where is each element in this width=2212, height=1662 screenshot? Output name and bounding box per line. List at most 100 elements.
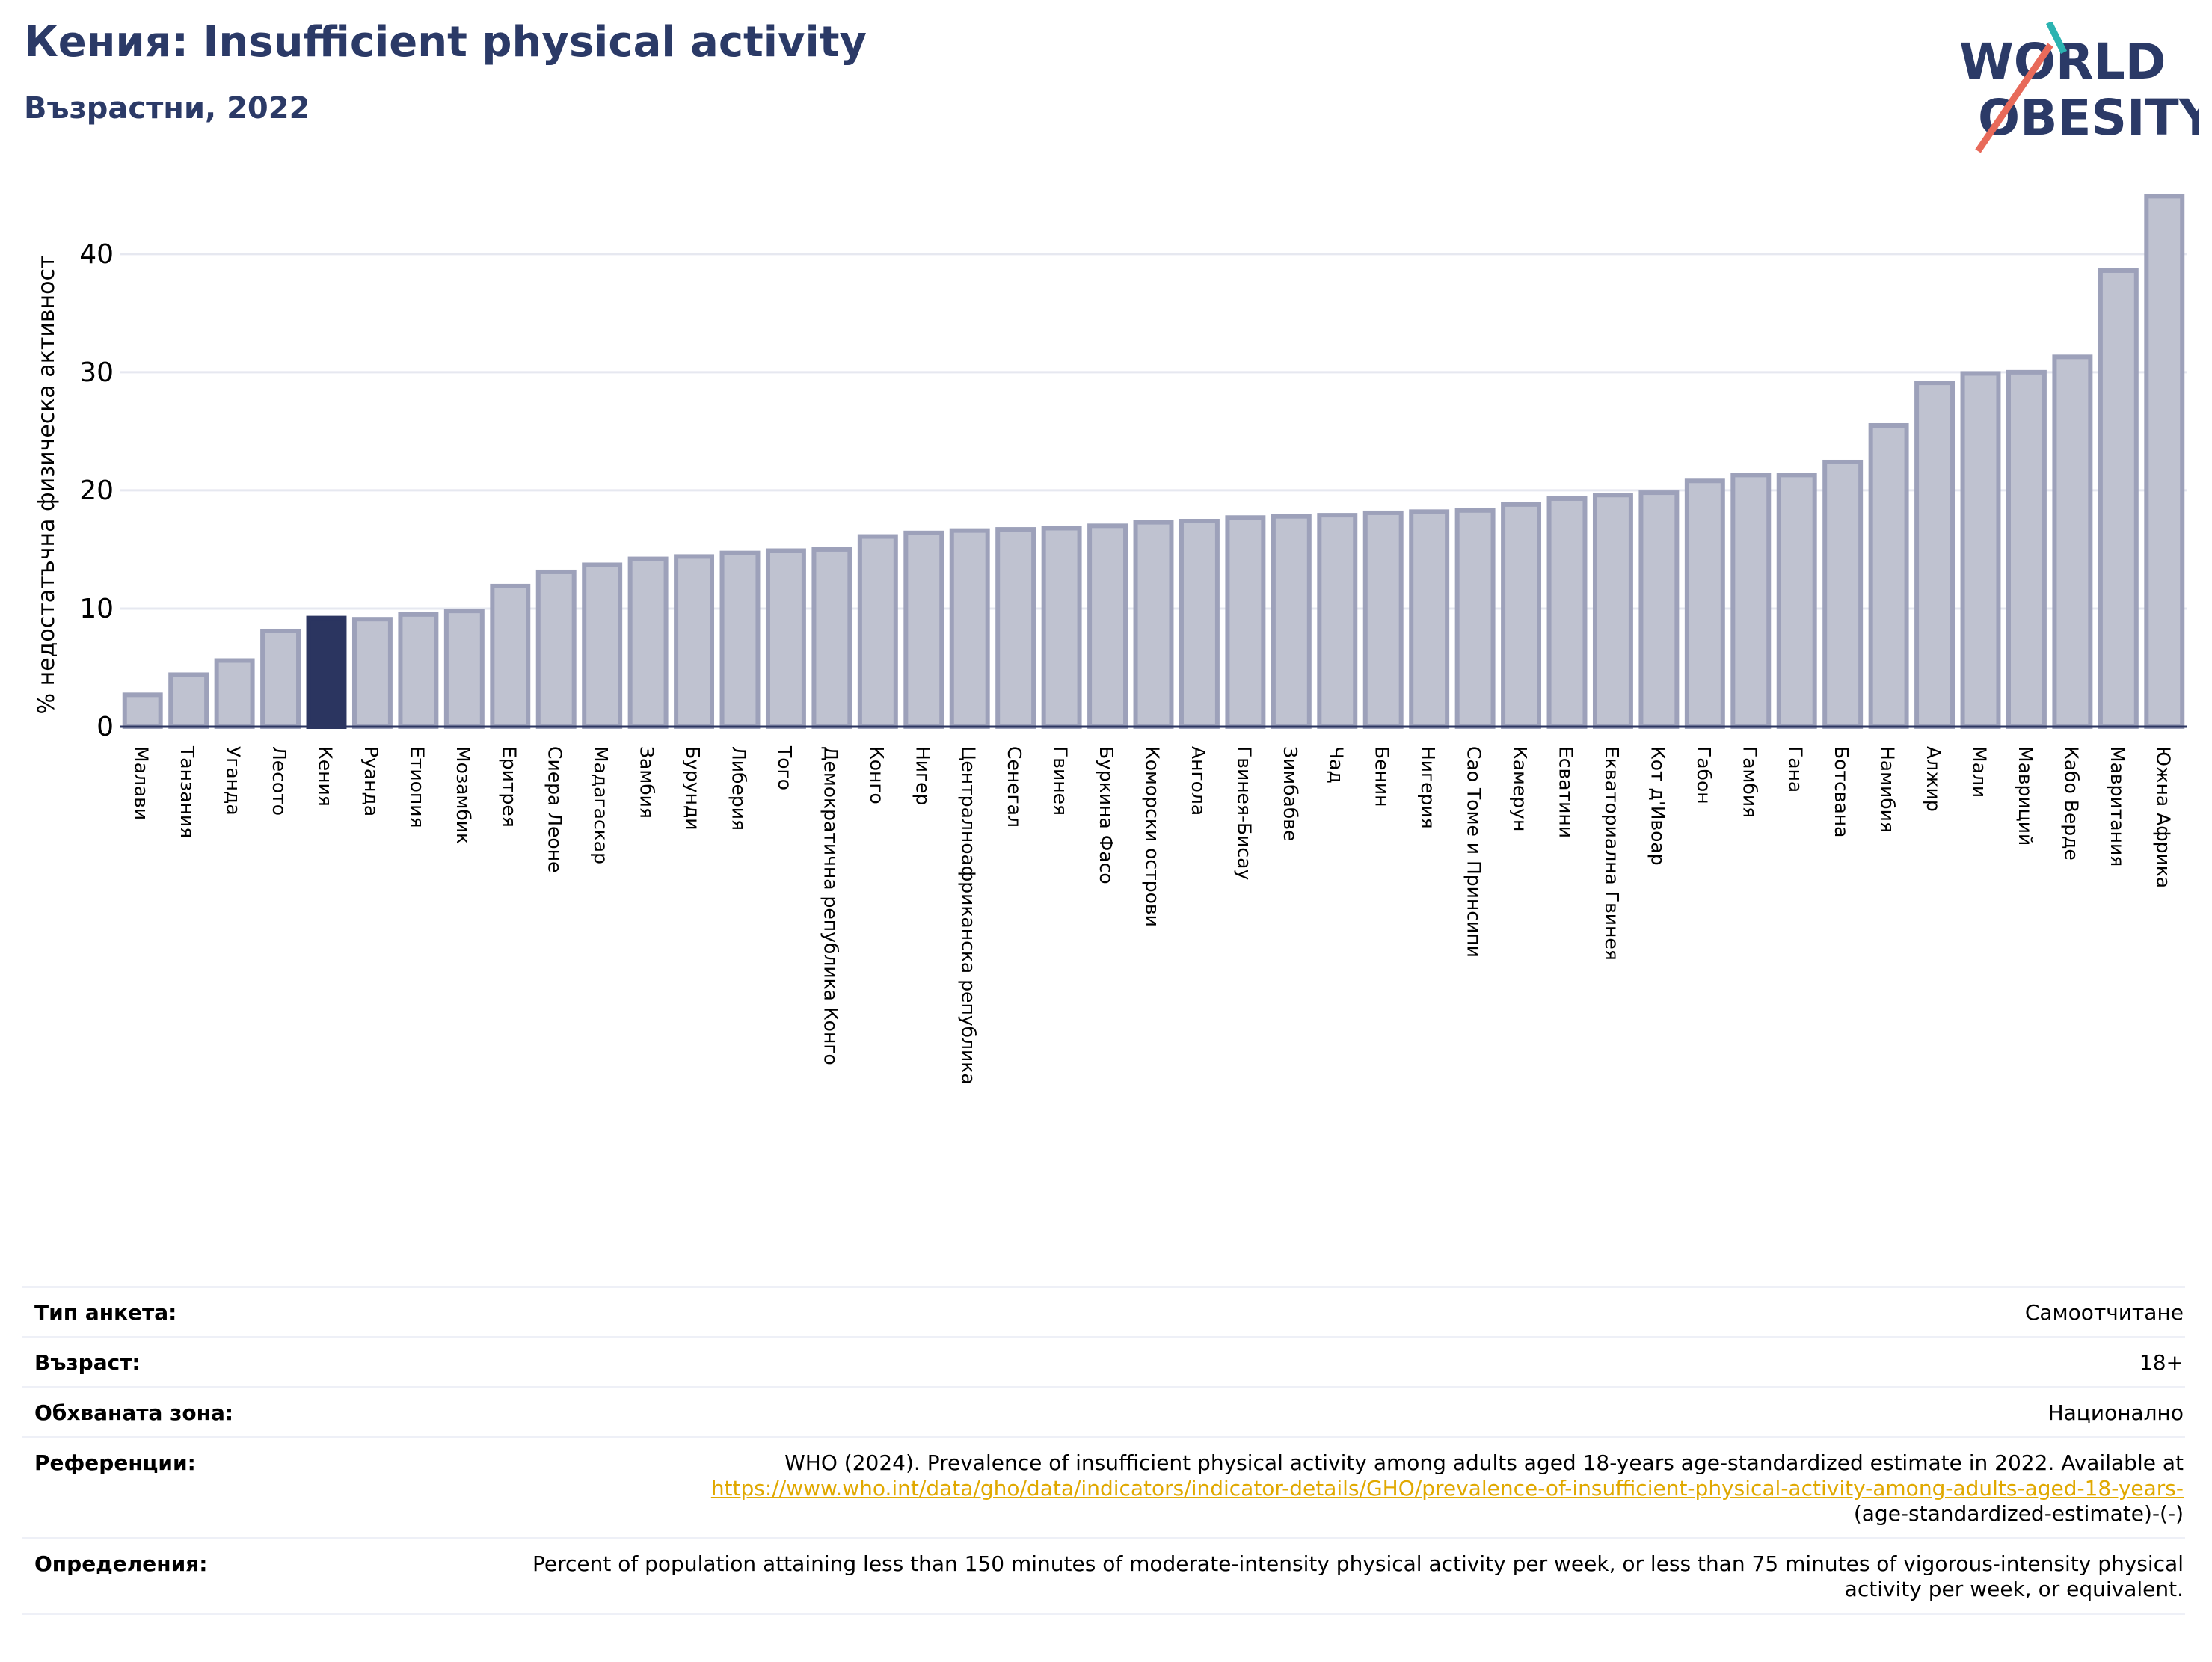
bar-4 (306, 615, 347, 729)
category-label: Буркина Фасо (1096, 746, 1117, 884)
bar-1 (168, 672, 209, 730)
bar-33 (1638, 490, 1680, 729)
category-label: Того (774, 745, 796, 790)
category-label: Нигер (912, 746, 933, 805)
bar-38 (1868, 422, 1909, 729)
info-value: Percent of population attaining less tha… (532, 1551, 2184, 1601)
bar-0 (122, 692, 163, 729)
reference-link[interactable]: https://www.who.int/data/gho/data/indica… (710, 1476, 2184, 1501)
bar-16 (857, 534, 898, 729)
bar-34 (1684, 478, 1725, 730)
bar-17 (903, 530, 944, 730)
category-label: Мали (1969, 746, 1991, 798)
info-key: Референции: (34, 1450, 196, 1475)
category-label: Лесото (268, 746, 290, 816)
category-label: Танзания (176, 745, 198, 838)
bar-23 (1179, 519, 1220, 729)
bar-10 (582, 562, 623, 729)
bar-43 (2098, 268, 2139, 730)
y-tick-label: 30 (79, 357, 114, 388)
info-key: Тип анкета: (34, 1300, 177, 1325)
bar-8 (490, 583, 531, 730)
category-label: Уганда (223, 746, 245, 816)
bar-24 (1225, 515, 1266, 730)
category-label: Екваториална Гвинея (1601, 746, 1623, 961)
info-value: Самоотчитане (2024, 1300, 2184, 1325)
reference-text-end: (age-standardized-estimate)-(-) (1853, 1501, 2184, 1526)
category-labels: Малави Танзания Уганда Лесото Кения Руанда Ети… (131, 745, 2175, 1085)
category-label: Демократична република Конго (820, 746, 841, 1065)
category-label: Бурунди (682, 746, 704, 831)
y-tick-label: 10 (79, 594, 114, 624)
bar-3 (260, 628, 301, 730)
category-label: Кения (315, 746, 337, 807)
bar-14 (765, 548, 806, 729)
bar-37 (1822, 459, 1864, 729)
bar-30 (1501, 502, 1542, 729)
category-label: Кабо Верде (2060, 746, 2082, 861)
bar-19 (995, 527, 1036, 729)
bar-6 (398, 612, 439, 730)
category-label: Гамбия (1739, 746, 1760, 818)
category-label: Мадагаскар (590, 746, 612, 864)
bar-39 (1914, 381, 1956, 730)
category-label: Мозамбик (452, 746, 474, 844)
category-label: Еритрея (498, 746, 520, 828)
y-axis-label: % недостатъчна физическа активност (34, 256, 60, 715)
info-row-definitions: Определения: Percent of population attai… (22, 1537, 2185, 1615)
bar-12 (674, 554, 715, 730)
category-label: Гана (1785, 746, 1807, 792)
bar-18 (949, 528, 990, 729)
category-label: Коморски острови (1142, 746, 1164, 927)
info-table: Тип анкета: Самоотчитане Възраст: 18+ Об… (22, 1286, 2185, 1615)
bar-5 (351, 617, 393, 729)
bar-44 (2144, 194, 2185, 730)
bar-41 (2006, 369, 2047, 729)
category-label: Руанда (360, 746, 382, 816)
category-label: Есватини (1555, 746, 1577, 838)
category-label: Централноафриканска република (958, 746, 980, 1085)
category-label: Сенегал (1004, 746, 1025, 828)
bar-36 (1776, 473, 1817, 729)
category-label: Ангола (1188, 746, 1209, 816)
bar-29 (1454, 508, 1496, 730)
bar-40 (1960, 371, 2001, 729)
bar-chart: 0 10 20 30 40 Малави Танзания Уганда Лесото Кени… (34, 194, 2187, 1085)
bar-15 (811, 547, 852, 729)
info-row-age: Възраст: 18+ (22, 1336, 2185, 1386)
info-row-coverage: Обхваната зона: Национално (22, 1386, 2185, 1436)
category-label: Алжир (1923, 746, 1944, 812)
y-tick-label: 20 (79, 475, 114, 506)
bar-27 (1362, 510, 1404, 729)
info-key: Обхваната зона: (34, 1400, 234, 1425)
category-label: Габон (1693, 746, 1715, 804)
category-label: Зимбабве (1279, 746, 1301, 841)
category-label: Сао Томе и Принсипи (1463, 746, 1485, 958)
info-key: Възраст: (34, 1350, 141, 1375)
bar-9 (535, 569, 577, 730)
logo-slash-bottom (1975, 43, 2053, 153)
bar-26 (1317, 513, 1358, 729)
bar-42 (2052, 354, 2093, 729)
bar-35 (1730, 473, 1772, 729)
info-value: WHO (2024). Prevalence of insufficient p… (711, 1450, 2185, 1527)
info-key: Определения: (34, 1551, 208, 1576)
axes: 0 10 20 30 40 (79, 239, 2187, 742)
info-value: 18+ (2139, 1350, 2184, 1375)
category-label: Замбия (636, 746, 658, 819)
world-obesity-logo: WORLD OBESITY (1959, 22, 2199, 153)
bars (122, 194, 2185, 730)
category-label: Кот д'Ивоар (1647, 746, 1668, 866)
category-label: Малави (131, 746, 153, 820)
bar-25 (1271, 514, 1312, 729)
logo-slash-top (2045, 22, 2068, 55)
bar-7 (443, 609, 485, 729)
info-row-references: Референции: WHO (2024). Prevalence of in… (22, 1436, 2185, 1537)
category-label: Сиера Леоне (544, 746, 566, 872)
category-label: Бенин (1371, 746, 1393, 807)
page-subtitle: Възрастни, 2022 (24, 91, 310, 126)
category-label: Мавритания (2107, 746, 2128, 867)
category-label: Либерия (728, 746, 750, 831)
category-label: Конго (866, 746, 888, 804)
category-label: Мавриций (2015, 746, 2036, 846)
